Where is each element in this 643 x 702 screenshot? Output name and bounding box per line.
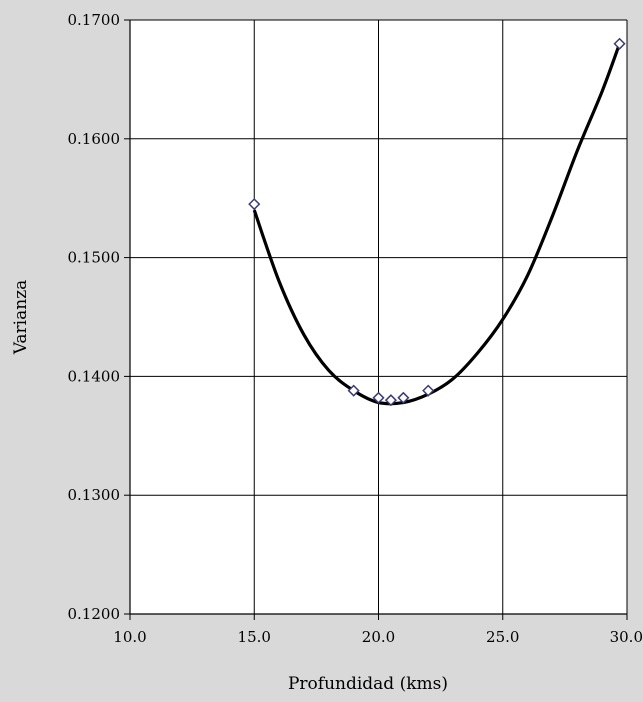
x-tick-label-2: 20.0: [362, 628, 395, 646]
x-axis-label: Profundidad (kms): [288, 674, 448, 694]
x-tick-label-0: 10.0: [113, 628, 146, 646]
y-tick-label-1: 0.1300: [68, 486, 121, 504]
x-tick-label-1: 15.0: [238, 628, 271, 646]
y-tick-label-2: 0.1400: [68, 367, 121, 385]
y-tick-label-3: 0.1500: [68, 249, 121, 267]
y-tick-label-5: 0.1700: [68, 11, 121, 29]
x-tick-label-4: 30.0: [610, 628, 643, 646]
x-tick-label-3: 25.0: [486, 628, 519, 646]
y-tick-label-4: 0.1600: [68, 130, 121, 148]
y-axis-label: Varianza: [11, 280, 31, 356]
y-tick-label-0: 0.1200: [68, 605, 121, 623]
